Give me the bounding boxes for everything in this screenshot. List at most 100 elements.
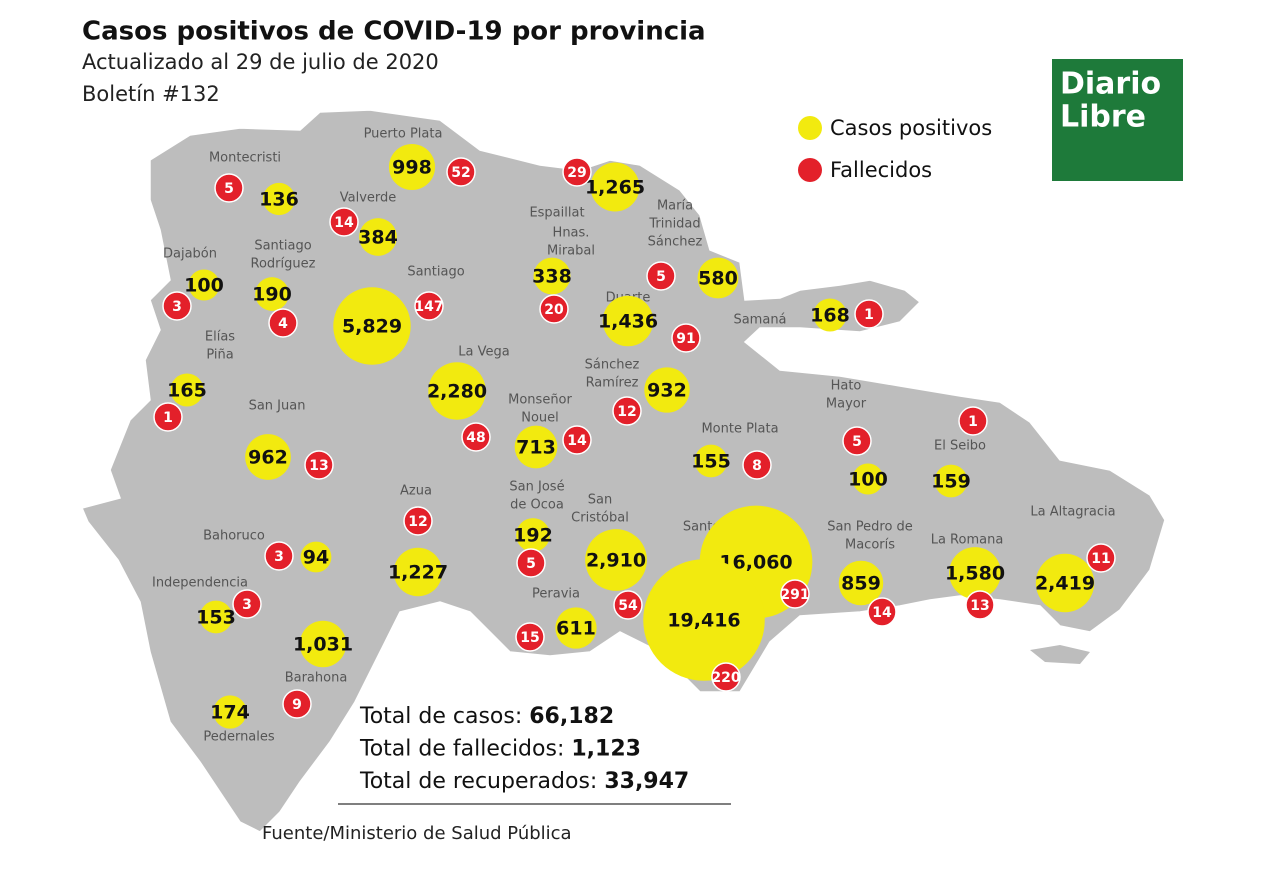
total-value: 66,182 — [529, 704, 614, 729]
logo-box — [1052, 59, 1183, 181]
saona-island — [1030, 645, 1090, 664]
deaths-value: 291 — [780, 587, 809, 603]
deaths-marker — [282, 689, 312, 719]
cases-value: 100 — [848, 469, 888, 491]
province-name: Hato — [831, 379, 862, 394]
total-label: Total de casos: — [359, 704, 522, 729]
province-name: Rodríguez — [251, 257, 316, 272]
province-name: Barahona — [285, 671, 348, 686]
deaths-value: 14 — [872, 605, 892, 621]
cases-value: 19,416 — [667, 610, 740, 632]
deaths-value: 14 — [567, 433, 587, 449]
deaths-marker — [562, 157, 592, 187]
deaths-value: 20 — [544, 302, 564, 318]
deaths-value: 13 — [970, 598, 989, 614]
deaths-value: 9 — [292, 697, 302, 713]
deaths-value: 8 — [752, 458, 762, 474]
deaths-marker — [403, 506, 433, 536]
subtitle: Actualizado al 29 de julio de 2020 — [82, 50, 439, 74]
cases-bubble — [697, 257, 739, 299]
cases-bubble — [388, 143, 436, 191]
total-label: Total de fallecidos: — [359, 737, 564, 762]
province-name: Trinidad — [648, 217, 700, 232]
deaths-marker — [268, 308, 298, 338]
cases-value: 384 — [358, 227, 398, 249]
cases-bubble — [643, 559, 765, 681]
cases-value: 338 — [532, 266, 572, 288]
cases-value: 155 — [691, 451, 731, 473]
deaths-marker — [854, 299, 884, 329]
deaths-value: 52 — [451, 165, 470, 181]
cases-value: 16,060 — [719, 552, 792, 574]
cases-bubble — [300, 541, 332, 573]
cases-value: 859 — [841, 573, 881, 595]
province-name: Bahoruco — [203, 529, 265, 544]
province-name: Pedernales — [203, 730, 275, 745]
deaths-value: 4 — [278, 316, 288, 332]
cases-value: 136 — [259, 189, 299, 211]
province-name: San — [588, 493, 612, 508]
province-name: El Seibo — [934, 439, 986, 454]
province-name: Puerto Plata — [364, 127, 443, 142]
province-name: Ramírez — [586, 376, 639, 391]
province-name: Mayor — [826, 397, 867, 412]
cases-bubble — [602, 295, 654, 347]
cases-value: 94 — [303, 547, 329, 569]
cases-bubble — [838, 560, 884, 606]
logo-line: Diario — [1060, 67, 1161, 102]
cases-value: 1,580 — [945, 563, 1005, 585]
cases-bubble — [262, 182, 296, 216]
deaths-value: 3 — [274, 549, 284, 565]
cases-value: 611 — [556, 618, 596, 640]
cases-value: 153 — [196, 607, 236, 629]
province-name: Azua — [400, 484, 432, 499]
province-name: de Ocoa — [510, 498, 564, 513]
cases-value: 165 — [167, 380, 207, 402]
province-name: María — [657, 199, 693, 214]
province-name: Montecristi — [209, 151, 281, 166]
cases-bubble — [644, 367, 690, 413]
cases-bubble — [852, 463, 884, 495]
deaths-value: 13 — [309, 458, 328, 474]
cases-value: 580 — [698, 268, 738, 290]
province-name: Peravia — [532, 587, 580, 602]
deaths-value: 3 — [172, 299, 182, 315]
province-name: Dajabón — [163, 247, 217, 262]
cases-value: 5,829 — [342, 316, 402, 338]
cases-value: 1,031 — [293, 634, 353, 656]
deaths-marker — [162, 291, 192, 321]
cases-bubble — [813, 298, 847, 332]
deaths-marker — [414, 291, 444, 321]
province-name: Mirabal — [547, 244, 595, 259]
deaths-marker — [612, 396, 642, 426]
cases-value: 2,910 — [586, 550, 646, 572]
province-name: Monseñor — [508, 393, 572, 408]
cases-bubble — [255, 277, 289, 311]
deaths-marker — [515, 622, 545, 652]
total-line: Total de casos: 66,182 — [359, 704, 614, 729]
death-markers: 5251434147113482920591112148511113142912… — [153, 157, 1116, 719]
legend-label: Fallecidos — [830, 158, 932, 182]
cases-value: 100 — [184, 275, 224, 297]
island-map — [80, 109, 1166, 833]
total-line: Total de recuperados: 33,947 — [359, 769, 689, 794]
province-name: San Pedro de — [827, 520, 913, 535]
deaths-value: 220 — [711, 670, 740, 686]
deaths-value: 14 — [334, 215, 354, 231]
cases-value: 159 — [931, 471, 971, 493]
deaths-marker — [516, 548, 546, 578]
deaths-marker — [965, 590, 995, 620]
cases-bubble — [1035, 553, 1095, 613]
deaths-marker — [646, 261, 676, 291]
province-name: Santiago — [407, 265, 464, 280]
province-name: Samaná — [733, 313, 786, 328]
cases-value: 932 — [647, 380, 687, 402]
cases-bubble — [213, 695, 247, 729]
cases-value: 1,265 — [585, 177, 645, 199]
province-name: Cristóbal — [571, 511, 629, 526]
province-name: Macorís — [845, 538, 895, 553]
total-line: Total de fallecidos: 1,123 — [359, 737, 641, 762]
deaths-value: 5 — [224, 181, 234, 197]
total-value: 33,947 — [604, 769, 689, 794]
